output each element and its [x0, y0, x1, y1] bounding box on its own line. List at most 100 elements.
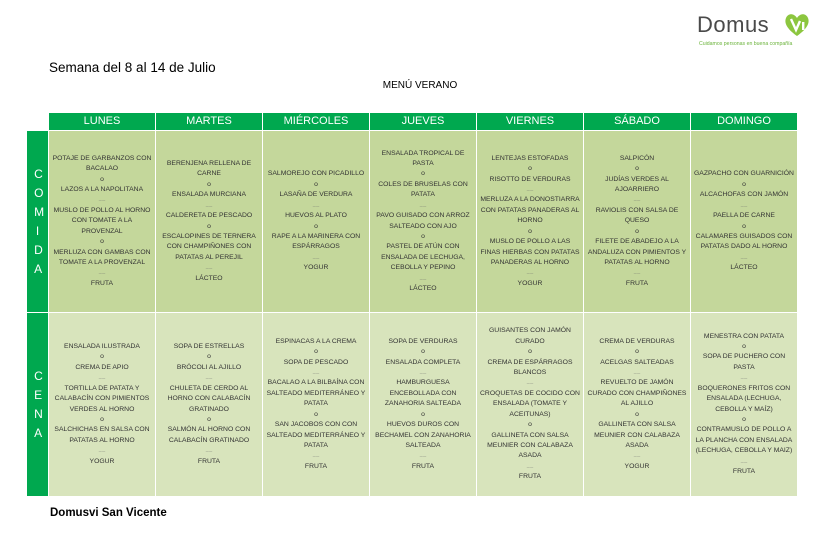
- separator: -----: [205, 265, 213, 271]
- dish: JUDÍAS VERDES AL AJOARRIERO: [605, 175, 669, 194]
- dish: FRUTA: [518, 473, 542, 481]
- logo-heart-icon: [785, 14, 809, 36]
- dish: SOPA DE ESTRELLAS: [173, 343, 245, 351]
- menu-cell-cena-2: ESPINACAS A LA CREMA o SOPA DE PESCADO ----…: [263, 313, 369, 496]
- separator: -----: [312, 370, 320, 376]
- or-separator: o: [421, 348, 425, 356]
- dish: FRUTA: [411, 462, 435, 470]
- dish: CREMA DE VERDURAS: [599, 337, 675, 345]
- table-corner: [27, 113, 48, 130]
- dish: GUISANTES CON JAMÓN CURADO: [489, 327, 571, 345]
- dish: TORTILLA DE PATATA Y CALABACÍN CON PIMIE…: [54, 384, 150, 413]
- separator: -----: [740, 375, 748, 381]
- dish: BOQUERONES FRITOS CON ENSALADA (LECHUGA,…: [697, 384, 791, 413]
- or-separator: o: [421, 170, 425, 178]
- domusvi-logo: Domus Cuidamos personas en buena compañí…: [697, 8, 832, 50]
- separator: -----: [98, 197, 106, 203]
- meal-label-comida: COMIDA: [27, 131, 48, 312]
- separator: -----: [633, 453, 641, 459]
- dish: MERLUZA CON GAMBAS CON TOMATE A LA PROVE…: [53, 248, 151, 266]
- separator: -----: [98, 270, 106, 276]
- dish: GAZPACHO CON GUARNICIÓN: [694, 170, 794, 178]
- dish: LÁCTEO: [409, 284, 437, 292]
- dish: BRÓCOLI AL AJILLO: [176, 363, 242, 371]
- menu-cell-cena-0: ENSALADA ILUSTRADA o CREMA DE APIO ----- TOR…: [49, 313, 155, 496]
- day-header-5: SÁBADO: [584, 113, 690, 130]
- or-separator: o: [635, 348, 639, 356]
- menu-cell-cena-1: SOPA DE ESTRELLAS o BRÓCOLI AL AJILLO -----…: [156, 313, 262, 496]
- separator: -----: [526, 380, 534, 386]
- dish: SAN JACOBOS CON CON SALTEADO MEDITERRÁNE…: [266, 421, 366, 449]
- dish: SALMOREJO CON PICADILLO: [267, 170, 365, 178]
- menu-cell-comida-6: GAZPACHO CON GUARNICIÓN o ALCACHOFAS CON J…: [691, 131, 797, 312]
- dish: HUEVOS AL PLATO: [285, 212, 347, 220]
- day-header-6: DOMINGO: [691, 113, 797, 130]
- separator: -----: [205, 448, 213, 454]
- separator: -----: [526, 187, 534, 193]
- or-separator: o: [207, 222, 211, 230]
- dish: BERENJENA RELLENA DE CARNE: [166, 160, 252, 178]
- dish: REVUELTO DE JAMÓN CURADO CON CHAMPIÑONES…: [587, 379, 687, 408]
- or-separator: o: [100, 353, 104, 361]
- separator: -----: [526, 270, 534, 276]
- dish: SALPICÓN: [619, 154, 655, 162]
- dish: ALCACHOFAS CON JAMÓN: [699, 191, 789, 199]
- separator: -----: [633, 197, 641, 203]
- menu-cell-comida-5: SALPICÓN o JUDÍAS VERDES AL AJOARRIERO ----…: [584, 131, 690, 312]
- separator: -----: [205, 375, 213, 381]
- dish: ESPINACAS A LA CREMA: [275, 337, 357, 345]
- or-separator: o: [742, 222, 746, 230]
- or-separator: o: [314, 180, 318, 188]
- dish: YOGUR: [624, 462, 650, 470]
- or-separator: o: [528, 348, 532, 356]
- or-separator: o: [635, 227, 639, 235]
- separator: -----: [419, 453, 427, 459]
- menu-cell-cena-4: GUISANTES CON JAMÓN CURADO o CREMA DE ESPÁ…: [477, 313, 583, 496]
- separator: -----: [312, 202, 320, 208]
- or-separator: o: [742, 180, 746, 188]
- or-separator: o: [421, 232, 425, 240]
- separator: -----: [740, 254, 748, 260]
- dish: CALAMARES GUISADOS CON PATATAS DADO AL H…: [695, 232, 793, 251]
- menu-cell-comida-0: POTAJE DE GARBANZOS CON BACALAO o LAZOS A …: [49, 131, 155, 312]
- separator: -----: [98, 448, 106, 454]
- or-separator: o: [742, 415, 746, 423]
- meal-label-text: COMIDA: [34, 166, 45, 276]
- dish: MERLUZA A LA DONOSTIARRA CON PATATAS PAN…: [480, 196, 580, 225]
- week-title: Semana del 8 al 14 de Julio: [49, 60, 216, 75]
- menu-title: MENÚ VERANO: [382, 80, 458, 91]
- dish: FRUTA: [197, 457, 221, 465]
- menu-cell-cena-5: CREMA DE VERDURAS o ACELGAS SALTEADAS -----…: [584, 313, 690, 496]
- menu-cell-comida-2: SALMOREJO CON PICADILLO o LASAÑA DE VERDUR…: [263, 131, 369, 312]
- menu-table: LUNES MARTES MIÉRCOLES JUEVES VIERNES SÁBADO D…: [27, 113, 798, 496]
- dish: RAVIOLIS CON SALSA DE QUESO: [595, 206, 679, 225]
- dish: ENSALADA TROPICAL DE PASTA: [381, 149, 465, 168]
- menu-cell-cena-3: SOPA DE VERDURAS o ENSALADA COMPLETA ----- H…: [370, 313, 476, 496]
- or-separator: o: [100, 238, 104, 246]
- dish: LASAÑA DE VERDURA: [279, 191, 353, 199]
- dish: POTAJE DE GARBANZOS CON BACALAO: [52, 154, 152, 173]
- dish: ENSALADA MURCIANA: [171, 191, 247, 199]
- dish: GALLINETA CON SALSA MEUNIER CON CALABAZA…: [594, 421, 680, 449]
- day-header-3: JUEVES: [370, 113, 476, 130]
- menu-cell-comida-1: BERENJENA RELLENA DE CARNE o ENSALADA MURC…: [156, 131, 262, 312]
- day-header-2: MIÉRCOLES: [263, 113, 369, 130]
- or-separator: o: [528, 421, 532, 429]
- or-separator: o: [100, 415, 104, 423]
- dish: CHULETA DE CERDO AL HORNO CON CALABACÍN …: [167, 384, 251, 413]
- or-separator: o: [635, 410, 639, 418]
- day-header-0: LUNES: [49, 113, 155, 130]
- or-separator: o: [635, 165, 639, 173]
- dish: YOGUR: [303, 264, 329, 272]
- dish: FRUTA: [304, 462, 328, 470]
- dish: SOPA DE PUCHERO CON PASTA: [702, 353, 786, 371]
- or-separator: o: [421, 410, 425, 418]
- separator: -----: [98, 375, 106, 381]
- separator: -----: [205, 202, 213, 208]
- dish: RAPE A LA MARINERA CON ESPÁRRAGOS: [271, 232, 361, 251]
- dish: SALCHICHAS EN SALSA CON PATATAS AL HORNO: [54, 426, 150, 444]
- logo-wordmark: Domus: [697, 12, 770, 37]
- dish: PAVO GUISADO CON ARROZ SALTEADO CON AJO: [376, 212, 470, 230]
- or-separator: o: [742, 343, 746, 351]
- dish: ACELGAS SALTEADAS: [600, 358, 674, 366]
